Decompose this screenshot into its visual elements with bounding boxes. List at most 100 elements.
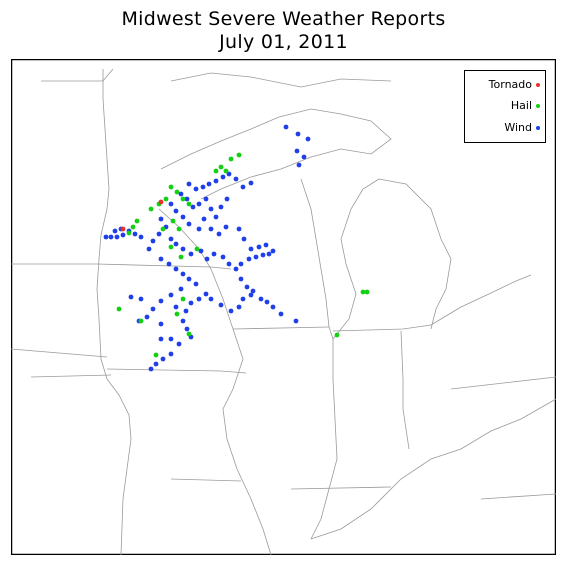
wind-report-marker <box>223 224 229 230</box>
wind-report-marker <box>220 254 226 260</box>
wind-report-marker <box>258 296 264 302</box>
wind-report-marker <box>250 288 256 294</box>
wind-dot-icon <box>536 125 540 130</box>
hail-report-marker <box>153 352 159 358</box>
wind-report-marker <box>266 251 272 257</box>
wind-report-marker <box>203 196 209 202</box>
wind-report-marker <box>180 246 186 252</box>
wind-report-marker <box>158 336 164 342</box>
tornado-dot-icon <box>536 82 540 87</box>
wind-report-marker <box>176 341 182 347</box>
wind-report-marker <box>178 286 184 292</box>
wind-report-marker <box>158 298 164 304</box>
legend-label-hail: Hail <box>510 99 532 112</box>
wind-report-marker <box>253 254 259 260</box>
wind-report-marker <box>193 186 199 192</box>
legend-label-wind: Wind <box>504 121 532 134</box>
wind-report-marker <box>208 206 214 212</box>
wind-report-marker <box>256 244 262 250</box>
wind-report-marker <box>160 356 166 362</box>
hail-report-marker <box>223 168 229 174</box>
hail-report-marker <box>178 254 184 260</box>
wind-report-marker <box>132 231 138 237</box>
wind-report-marker <box>301 154 307 160</box>
wind-report-marker <box>241 236 247 242</box>
wind-report-marker <box>168 336 174 342</box>
hail-report-marker <box>160 226 166 232</box>
wind-report-marker <box>233 266 239 272</box>
wind-report-marker <box>238 261 244 267</box>
wind-report-marker <box>203 291 209 297</box>
hail-report-marker <box>194 246 200 252</box>
wind-report-marker <box>206 181 212 187</box>
wind-report-marker <box>103 234 109 240</box>
wind-report-marker <box>190 204 196 210</box>
wind-report-marker <box>168 292 174 298</box>
wind-report-marker <box>180 318 186 324</box>
wind-report-marker <box>226 261 232 267</box>
state-boundaries <box>11 68 556 555</box>
hail-report-marker <box>130 224 136 230</box>
map-date: July 01, 2011 <box>219 31 348 53</box>
wind-report-marker <box>248 292 254 298</box>
wind-report-marker <box>196 296 202 302</box>
hail-report-marker <box>228 156 234 162</box>
wind-report-marker <box>208 226 214 232</box>
wind-report-marker <box>224 196 230 202</box>
wind-report-marker <box>193 281 199 287</box>
wind-report-marker <box>246 256 252 262</box>
wind-report-marker <box>248 246 254 252</box>
hail-report-marker <box>218 164 224 170</box>
wind-report-marker <box>183 308 189 314</box>
wind-report-marker <box>270 304 276 310</box>
hail-report-marker <box>360 289 366 295</box>
hail-report-marker <box>186 331 192 337</box>
wind-report-marker <box>184 326 190 332</box>
legend: Tornado Hail Wind <box>464 70 546 143</box>
wind-report-marker <box>293 318 299 324</box>
wind-report-marker <box>296 162 302 168</box>
wind-report-marker <box>150 238 156 244</box>
hail-report-marker <box>148 206 154 212</box>
wind-report-marker <box>216 231 222 237</box>
wind-report-marker <box>208 296 214 302</box>
wind-report-marker <box>198 248 204 254</box>
hail-report-marker <box>126 230 132 236</box>
wind-report-marker <box>158 321 164 327</box>
wind-report-marker <box>200 184 206 190</box>
wind-report-marker <box>180 271 186 277</box>
wind-report-marker <box>128 294 134 300</box>
wind-report-marker <box>146 246 152 252</box>
wind-report-marker <box>294 148 300 154</box>
wind-report-marker <box>114 234 120 240</box>
wind-report-marker <box>305 136 311 142</box>
wind-report-marker <box>173 304 179 310</box>
wind-report-marker <box>248 180 254 186</box>
wind-report-marker <box>233 176 239 182</box>
hail-report-marker <box>168 244 174 250</box>
report-markers <box>103 124 370 372</box>
legend-item-hail: Hail <box>511 99 540 112</box>
wind-report-marker <box>240 296 246 302</box>
wind-report-marker <box>278 311 284 317</box>
wind-report-marker <box>244 284 250 290</box>
hail-report-marker <box>163 196 169 202</box>
hail-dot-icon <box>536 103 540 108</box>
wind-report-marker <box>108 234 114 240</box>
wind-report-marker <box>211 251 217 257</box>
wind-report-marker <box>204 256 210 262</box>
hail-report-marker <box>186 201 192 207</box>
wind-report-marker <box>240 184 246 190</box>
hail-report-marker <box>180 296 186 302</box>
wind-report-marker <box>173 241 179 247</box>
tornado-report-marker <box>158 199 164 205</box>
hail-report-marker <box>364 289 370 295</box>
wind-report-marker <box>196 201 202 207</box>
wind-report-marker <box>201 216 207 222</box>
wind-report-marker <box>173 266 179 272</box>
wind-report-marker <box>263 242 269 248</box>
wind-report-marker <box>112 228 118 234</box>
wind-report-marker <box>148 366 154 372</box>
wind-report-marker <box>213 214 219 220</box>
wind-report-marker <box>188 300 194 306</box>
